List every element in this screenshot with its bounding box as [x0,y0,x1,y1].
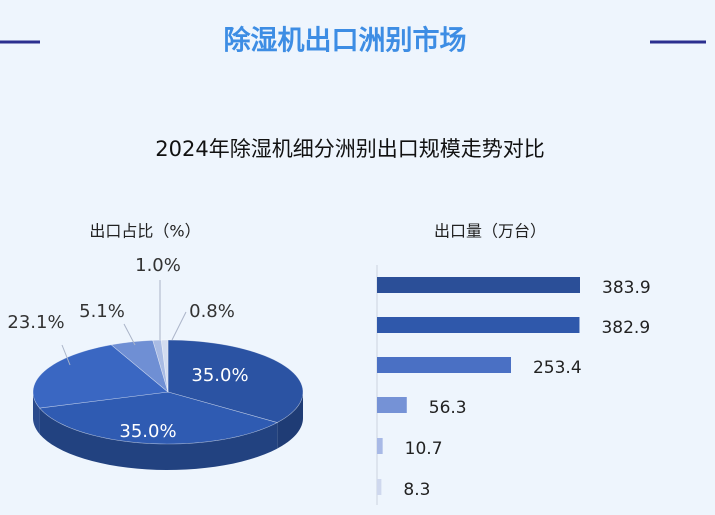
header-title: 除湿机出口洲别市场 [224,25,467,57]
pie-label: 1.0% [135,255,181,276]
bar-label: 56.3 [429,398,467,418]
leader-line [123,323,136,346]
pie-label: 23.1% [7,312,64,333]
pie-slice [110,340,169,393]
bar-label: 382.9 [601,318,650,338]
pie-slice [167,339,304,423]
pie-slice [32,344,169,409]
bar [377,357,511,373]
bar [377,438,383,454]
leader-line [61,344,71,366]
pie-label: 5.1% [79,301,125,322]
pie-side [277,392,303,449]
pie-side [33,392,40,435]
pie-title: 出口占比（%） [89,222,200,241]
pie-slice [160,339,169,393]
pie-slice [38,391,279,445]
bar-label: 383.9 [602,278,651,298]
bar [377,479,382,495]
pie-label: 0.8% [189,301,235,322]
subtitle: 2024年除湿机细分洲别出口规模走势对比 [155,137,544,161]
bar [377,317,580,333]
pie-label: 35.0% [119,421,176,442]
leader-line [171,311,187,341]
pie-label: 35.0% [191,365,248,386]
bar-label: 8.3 [403,480,430,500]
bar-label: 253.4 [533,358,582,378]
bar [377,277,580,293]
pie-side [39,408,278,470]
bar-label: 10.7 [405,439,443,459]
bar-title: 出口量（万台） [434,222,546,241]
bar [377,397,407,413]
